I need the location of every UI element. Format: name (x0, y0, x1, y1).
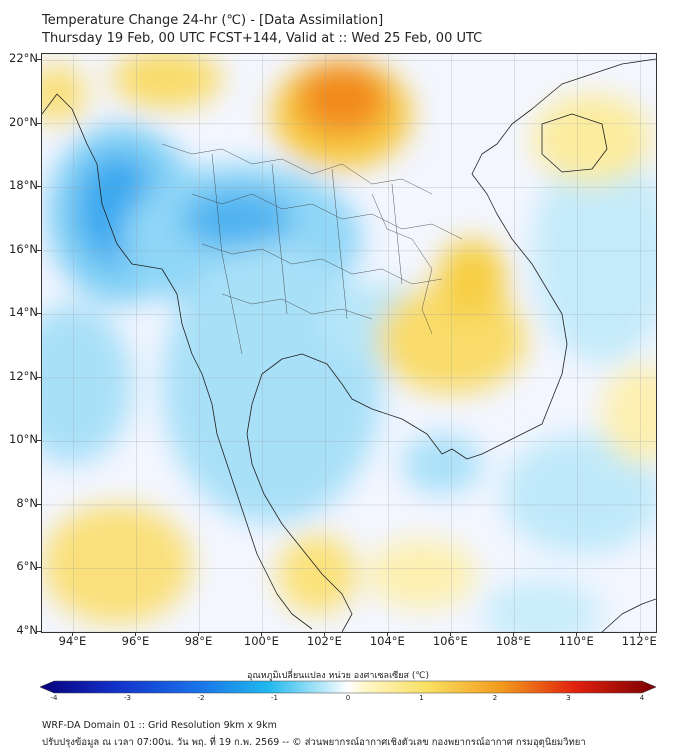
coastline-borneo (601, 598, 656, 632)
longitude-tick-mark (450, 632, 452, 636)
colorbar-tick-label: 0 (345, 694, 351, 702)
latitude-tick-label: 20°N (9, 114, 38, 129)
cool-anomaly (162, 244, 382, 524)
colorbar-tick-label: 2 (492, 694, 498, 702)
cool-anomaly (502, 434, 656, 554)
cool-anomaly (402, 434, 482, 494)
longitude-tick-mark (135, 632, 137, 636)
latitude-tick-mark (37, 249, 41, 251)
colorbar-label: อุณหภูมิเปลี่ยนแปลง หน่วย องศาเซลเซียส (… (246, 671, 430, 681)
cool-anomaly (482, 579, 602, 632)
longitude-tick-mark (72, 632, 74, 636)
longitude-tick-label: 110°E (558, 634, 594, 648)
latitude-tick-mark (37, 503, 41, 505)
coastline-mainland (42, 93, 313, 630)
warm-anomaly (42, 504, 192, 624)
latitude-tick-label: 22°N (9, 51, 38, 66)
coastline-hainan (541, 113, 608, 173)
longitude-tick-label: 112°E (621, 634, 657, 648)
longitude-tick-mark (639, 632, 641, 636)
latitude-tick-mark (37, 186, 41, 188)
latitude-tick-label: 18°N (9, 178, 38, 193)
footer-credit: ปรับปรุงข้อมูล ณ เวลา 07:00น. วัน พฤ. ที… (42, 737, 586, 748)
colorbar (40, 680, 656, 694)
latitude-tick-label: 12°N (9, 368, 38, 383)
latitude-tick-mark (37, 59, 41, 61)
warm-anomaly (532, 94, 652, 184)
colorbar-tick-label: 3 (566, 694, 571, 702)
latitude-tick-mark (37, 631, 41, 632)
map-title: Temperature Change 24-hr (℃) - [Data Ass… (42, 13, 384, 28)
longitude-tick-mark (513, 632, 515, 636)
warm-anomaly (277, 534, 357, 614)
warm-anomaly (112, 54, 222, 109)
latitude-tick-mark (37, 376, 41, 378)
longitude-tick-label: 106°E (432, 634, 468, 648)
longitude-tick-mark (198, 632, 200, 636)
cool-anomaly (182, 189, 292, 249)
longitude-tick-mark (387, 632, 389, 636)
coastline-gulf (246, 58, 656, 632)
latitude-tick-mark (37, 440, 41, 442)
cool-anomaly (42, 304, 132, 464)
colorbar-tick-label: -1 (271, 694, 278, 702)
longitude-tick-label: 100°E (243, 634, 279, 648)
latitude-tick-label: 4°N (16, 623, 38, 637)
latitude-tick-label: 10°N (9, 432, 38, 447)
warm-anomaly (602, 364, 656, 464)
latitude-tick-label: 14°N (9, 305, 38, 320)
province-borders (161, 143, 463, 355)
warm-anomaly (437, 239, 507, 319)
temperature-change-map (42, 54, 656, 632)
coastlines (42, 58, 656, 632)
longitude-tick-label: 104°E (369, 634, 405, 648)
map-subtitle: Thursday 19 Feb, 00 UTC FCST+144, Valid … (42, 31, 483, 46)
colorbar-tick-label: 1 (419, 694, 424, 702)
colorbar-tick-label: -3 (124, 694, 131, 702)
warm-anomaly (297, 64, 387, 134)
map-gridlines (42, 54, 656, 632)
longitude-tick-label: 102°E (306, 634, 342, 648)
longitude-tick-mark (576, 632, 578, 636)
warm-anomaly (42, 64, 87, 124)
latitude-tick-mark (37, 122, 41, 124)
colorbar-tick-label: -2 (197, 694, 205, 702)
map-panel (41, 53, 657, 633)
longitude-tick-label: 96°E (121, 634, 150, 648)
longitude-tick-label: 94°E (58, 634, 87, 648)
longitude-tick-label: 108°E (495, 634, 531, 648)
cool-anomaly (532, 144, 656, 364)
latitude-tick-mark (37, 567, 41, 569)
longitude-tick-mark (261, 632, 263, 636)
colorbar-tick-label: -4 (50, 694, 58, 702)
warm-anomaly (367, 539, 477, 609)
latitude-tick-mark (37, 313, 41, 315)
footer-model-info: WRF-DA Domain 01 :: Grid Resolution 9km … (42, 720, 277, 731)
latitude-tick-label: 6°N (16, 559, 38, 574)
latitude-tick-label: 16°N (9, 241, 38, 256)
colorbar-tick-label: 4 (639, 694, 645, 702)
longitude-tick-label: 98°E (184, 634, 213, 648)
latitude-tick-label: 8°N (16, 495, 38, 510)
longitude-tick-mark (324, 632, 326, 636)
